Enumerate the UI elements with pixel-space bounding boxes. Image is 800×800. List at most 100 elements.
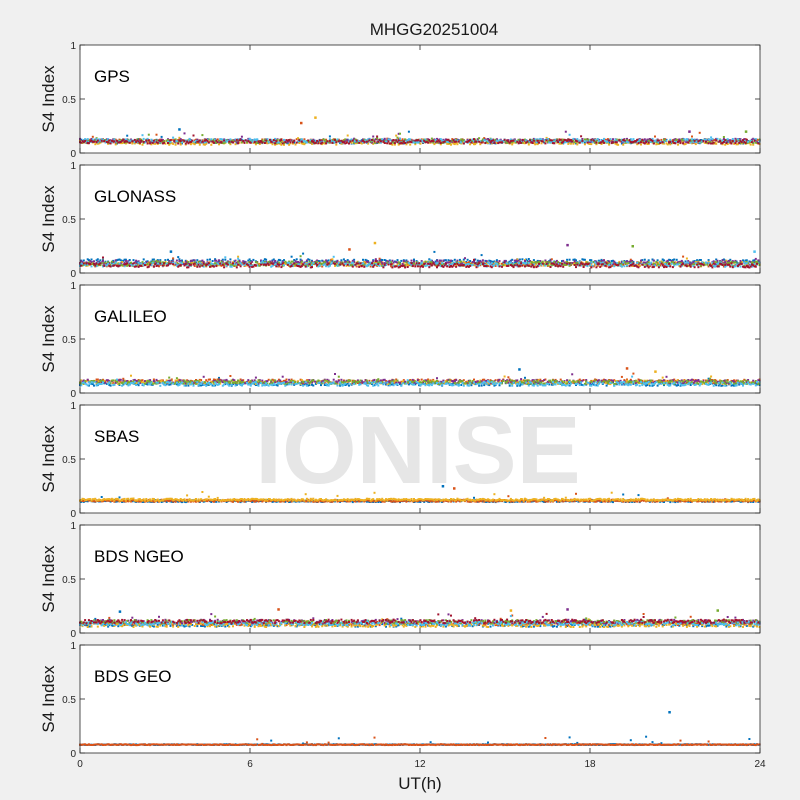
data-point — [325, 259, 328, 262]
data-point — [448, 264, 451, 266]
data-point — [293, 264, 296, 267]
data-point — [184, 263, 187, 266]
data-point — [618, 263, 621, 266]
data-point — [555, 263, 558, 266]
data-point — [219, 262, 222, 265]
data-point — [669, 138, 672, 141]
data-point — [96, 139, 99, 142]
data-point — [606, 139, 609, 142]
data-point — [223, 266, 226, 269]
data-point — [610, 140, 613, 143]
data-point — [478, 262, 481, 265]
data-point — [573, 258, 576, 261]
data-point — [349, 140, 352, 143]
data-point — [432, 140, 435, 143]
data-point — [499, 264, 502, 267]
data-point — [240, 135, 243, 138]
data-point — [356, 139, 359, 142]
data-point — [81, 264, 84, 267]
data-point — [290, 260, 293, 263]
data-point — [119, 139, 122, 142]
data-point — [629, 258, 632, 261]
data-point — [383, 262, 386, 265]
data-point — [501, 265, 503, 268]
data-point — [211, 263, 214, 265]
data-point — [753, 261, 756, 264]
data-point — [620, 261, 623, 264]
data-point — [610, 262, 613, 265]
data-point — [469, 139, 472, 141]
data-point — [645, 262, 648, 265]
data-point — [160, 262, 163, 265]
data-point — [376, 137, 379, 139]
data-point — [302, 263, 305, 266]
data-point — [351, 265, 354, 268]
data-point — [452, 139, 455, 142]
data-point — [483, 262, 486, 265]
data-point — [498, 260, 501, 262]
data-point — [172, 260, 175, 263]
data-point — [411, 263, 414, 266]
data-point — [693, 260, 696, 263]
data-point — [513, 140, 516, 143]
data-point — [555, 141, 558, 144]
data-point — [736, 143, 739, 146]
data-point — [527, 261, 530, 264]
data-point — [595, 140, 598, 143]
data-point — [479, 264, 482, 267]
data-point — [697, 262, 700, 265]
data-point — [108, 383, 111, 386]
data-point — [752, 137, 755, 140]
data-point — [567, 140, 570, 143]
data-point — [493, 264, 496, 267]
data-point — [418, 138, 421, 141]
data-point — [429, 264, 432, 267]
y-tick-label: 0.5 — [62, 95, 76, 106]
data-point — [353, 264, 356, 267]
data-point — [647, 259, 650, 262]
data-point — [708, 262, 711, 265]
data-point — [140, 264, 143, 267]
data-point — [643, 142, 646, 145]
data-point — [615, 264, 618, 267]
data-point — [680, 140, 683, 143]
data-point — [144, 141, 146, 144]
data-point — [575, 262, 577, 265]
data-point — [311, 140, 313, 143]
data-point — [152, 261, 155, 264]
data-point — [425, 264, 428, 267]
data-point — [756, 138, 758, 141]
data-point — [294, 260, 297, 263]
data-point — [450, 143, 452, 146]
data-point — [442, 265, 445, 268]
data-point — [354, 138, 357, 141]
data-point — [541, 260, 544, 263]
data-point — [95, 265, 98, 268]
data-point — [452, 141, 455, 143]
data-point — [113, 264, 116, 267]
plot-area — [80, 165, 760, 273]
data-point — [141, 134, 144, 137]
data-point — [492, 262, 495, 265]
data-point — [167, 262, 169, 265]
data-point — [549, 266, 552, 268]
data-point — [90, 141, 93, 143]
data-point — [154, 260, 157, 263]
data-point — [712, 138, 715, 141]
data-point — [90, 139, 93, 142]
data-point — [251, 141, 254, 144]
y-tick-label: 1 — [70, 41, 76, 52]
data-point — [626, 139, 628, 142]
data-point — [513, 263, 516, 266]
data-point — [696, 261, 699, 264]
data-point — [527, 140, 530, 143]
data-point — [267, 260, 270, 263]
data-point — [289, 263, 292, 266]
data-point — [739, 138, 742, 141]
data-point — [119, 141, 122, 143]
data-point — [267, 263, 270, 266]
data-point — [291, 141, 294, 144]
data-point — [682, 261, 685, 264]
data-point — [568, 264, 571, 267]
data-point — [589, 259, 591, 262]
